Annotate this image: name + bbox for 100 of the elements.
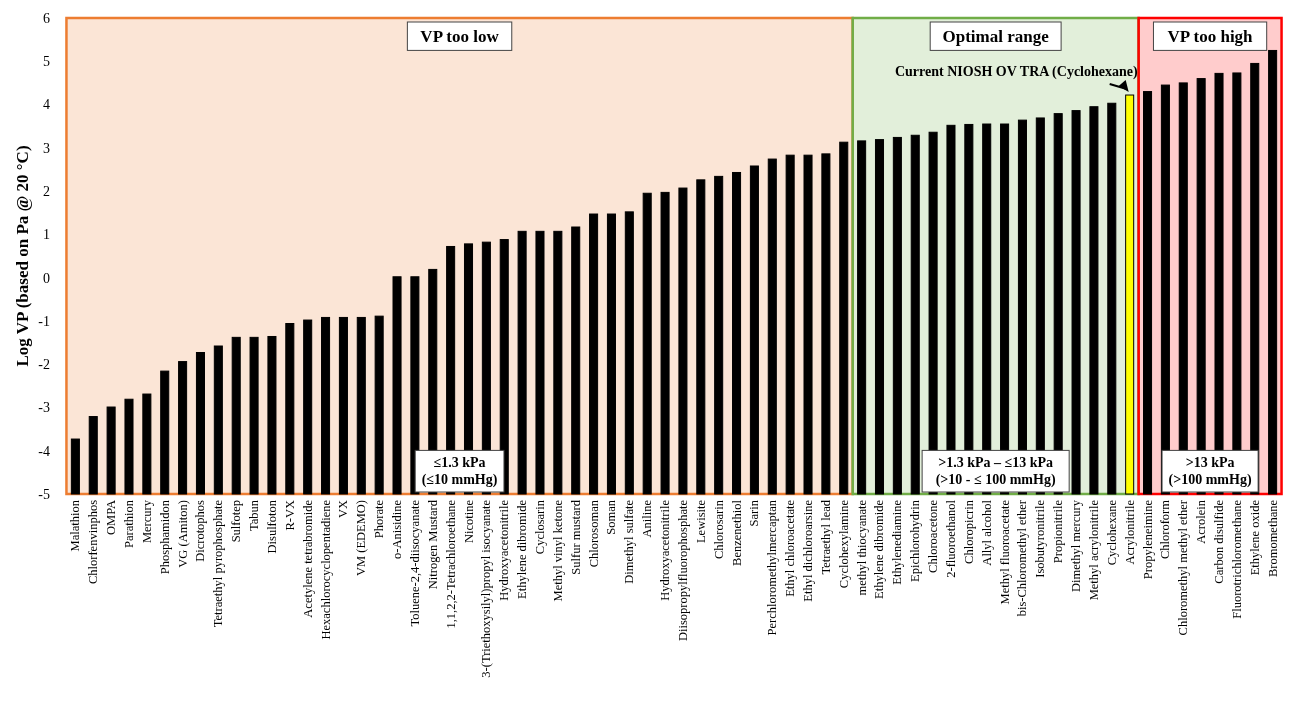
x-tick-label: 1,1,2,2-Tetrachloroethane [443,499,458,629]
x-tick-label: Tetraethyl lead [818,499,833,575]
bar [178,361,188,495]
bar [249,336,259,495]
bar [839,141,849,495]
x-tick-label: Soman [604,499,619,535]
bar [321,316,331,495]
x-tick-label: Chloroacetone [926,499,941,573]
y-tick-label: -2 [38,357,50,373]
bar [303,319,313,495]
bar [106,406,116,495]
x-tick-label: Chlorosarin [711,499,726,560]
x-tick-label: Acrylonitrile [1122,499,1137,565]
bar [696,179,706,495]
annotation: >1.3 kPa – ≤13 kPa (>10 - ≤ 100 mmHg) [935,455,1056,489]
y-tick-label: 4 [43,97,50,113]
bar [660,191,670,495]
bar [821,153,831,495]
x-tick-label: Acetylene tetrabromide [300,499,315,618]
x-tick-label: Chloropicrin [961,499,976,564]
y-tick-label: 3 [43,140,50,156]
x-tick-label: Methyl acrylonitrile [1086,499,1101,601]
y-tick-label: 2 [43,183,50,199]
x-tick-label: Ethylene oxide [1247,499,1262,576]
x-tick-label: Allyl alcohol [979,499,994,566]
x-tick-label: Dimethyl mercury [1069,499,1084,592]
x-tick-label: Perchloromethylmercaptan [765,499,780,636]
bar [374,315,384,495]
annotation: ≤1.3 kPa (≤10 mmHg) [421,455,498,489]
bar [571,226,581,495]
x-tick-label: Hydroxyacetonitrile [497,499,512,601]
bar [70,438,80,495]
bar [160,370,170,495]
x-tick-label: Cyclosarin [532,499,547,555]
x-tick-label: Ethyl chloroacetate [783,499,798,597]
x-tick-label: Nitrogen Mustard [425,499,440,590]
bar [606,213,616,495]
x-tick-label: Dimethyl sulfate [622,499,637,584]
bar [910,134,920,495]
bar [803,154,813,495]
x-tick-label: Sulfotep [229,500,244,543]
x-tick-label: Chlorosoman [586,499,601,568]
x-tick-label: 2-fluoroethanol [943,499,958,578]
bar [892,136,902,495]
x-tick-label: Phosphamidon [157,499,172,575]
bar [1071,110,1081,495]
y-tick-label: -3 [38,400,50,416]
bar [767,158,777,495]
x-tick-label: Sulfur mustard [568,499,583,575]
bar [535,230,545,495]
x-tick-label: R-VX [282,500,297,531]
bar [88,416,98,495]
x-tick-label: Ethylene dibromide [872,499,887,599]
x-tick-label: Propyleneimine [1140,499,1155,580]
x-tick-label: Hexachlorocyclopentadiene [318,499,333,640]
bar [785,154,795,495]
y-tick-label: -1 [38,313,50,329]
bar [410,276,420,495]
y-tick-label: -5 [38,486,50,502]
bar [857,140,867,495]
annotation: Current NIOSH OV TRA (Cyclohexane) [894,64,1138,80]
x-tick-label: Nicotine [461,499,476,544]
bar [1089,106,1099,495]
bar [338,316,348,495]
band-label: VP too high [1167,26,1254,46]
annotation: >13 kPa (>100 mmHg) [1168,455,1252,489]
band-label: VP too low [420,26,500,46]
x-tick-label: Hydroxyacetonitrile [658,499,673,601]
x-tick-label: Methyl vinyl ketone [550,499,565,602]
bar [231,336,241,495]
x-tick-label: OMPA [104,500,119,535]
bar [1143,91,1153,495]
bar [624,211,634,495]
x-tick-label: Aniline [640,499,655,538]
bar [392,276,402,495]
x-tick-label: VG (Amiton) [175,500,190,568]
bar [1268,49,1278,495]
x-tick-label: Tetraethyl pyrophosphate [211,499,226,628]
x-tick-label: 3-(Triethoxysilyl)propyl isocyanate [479,499,494,678]
bar [517,230,527,495]
bar [267,335,277,495]
x-tick-label: Chloroform [1158,499,1173,560]
x-tick-label: methyl thiocyanate [854,499,869,596]
x-tick-label: Disulfoton [264,499,279,554]
x-tick-label: Propionitrile [1051,499,1066,564]
x-tick-label: Parathion [121,499,136,548]
bar [589,213,599,495]
y-tick-label: 6 [43,10,50,26]
bar [749,165,759,495]
bar [678,187,688,495]
x-tick-label: o-Anisidine [390,499,405,560]
x-tick-label: Chlorfenvinphos [86,499,101,585]
bar [1125,94,1135,495]
y-tick-label: 0 [43,270,50,286]
bar [195,352,205,495]
x-tick-label: Malathion [68,499,83,552]
x-tick-label: Cyclohexane [1104,499,1119,566]
y-tick-label: -4 [38,443,50,459]
band-label: Optimal range [942,26,1050,46]
x-tick-label: Methyl fluoroacetate [997,499,1012,605]
